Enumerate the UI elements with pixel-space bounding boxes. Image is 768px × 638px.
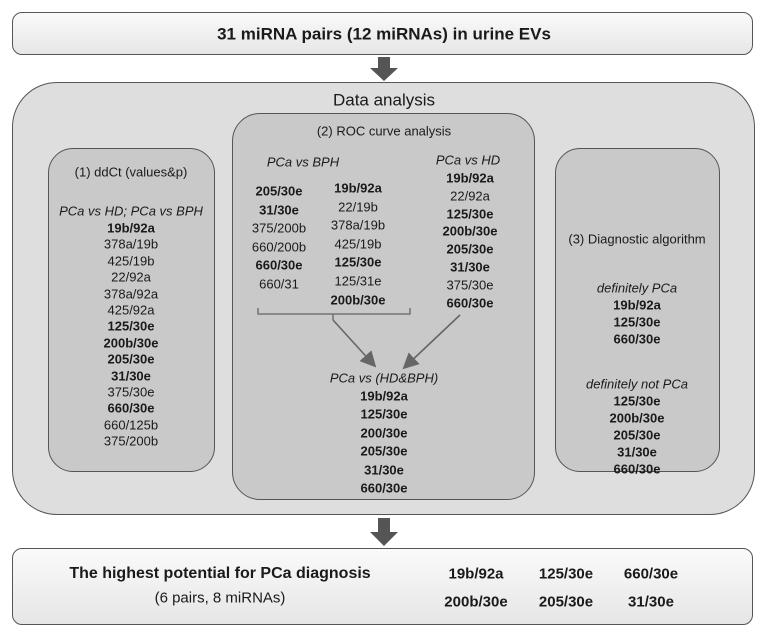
mirna-pair: 660/30e bbox=[613, 331, 661, 347]
mirna-pair: 19b/92a bbox=[446, 170, 494, 186]
mirna-pair: 19b/92a bbox=[613, 297, 661, 313]
mirna-pair: 205/30e bbox=[107, 351, 155, 367]
down-arrow bbox=[370, 57, 398, 81]
mirna-pair: 31/30e bbox=[364, 462, 404, 478]
mirna-pair: 660/31 bbox=[259, 276, 299, 292]
mirna-pair: 200b/30e bbox=[442, 223, 498, 239]
mirna-pair: 31/30e bbox=[617, 444, 657, 460]
mirna-pair: 660/125b bbox=[103, 417, 159, 433]
mirna-pair: 22/19b bbox=[338, 199, 378, 215]
mirna-pair: 205/30e bbox=[538, 593, 594, 611]
mirna-pair: 378a/92a bbox=[103, 286, 159, 302]
mirna-pair: 200b/30e bbox=[103, 335, 159, 351]
group-label: definitely PCa bbox=[596, 280, 678, 296]
down-arrow bbox=[370, 518, 398, 546]
mirna-pair: 378a/19b bbox=[103, 236, 159, 252]
arrow bbox=[402, 314, 461, 370]
mirna-pair: 125/31e bbox=[334, 273, 382, 289]
mirna-pair: 125/30e bbox=[613, 314, 661, 330]
mirna-pair: 660/30e bbox=[623, 565, 679, 583]
mirna-pair: 660/30e bbox=[360, 480, 408, 496]
mirna-pair: 200b/30e bbox=[330, 292, 386, 308]
mirna-pair: 200/30e bbox=[360, 425, 408, 441]
main-title: Data analysis bbox=[332, 90, 436, 110]
top-text: 31 miRNA pairs (12 miRNAs) in urine EVs bbox=[217, 24, 551, 44]
panel-3 bbox=[555, 148, 720, 472]
group-label: PCa vs HD bbox=[435, 152, 501, 168]
group-label: PCa vs BPH bbox=[266, 154, 340, 170]
mirna-pair: 19b/92a bbox=[107, 220, 155, 236]
mirna-pair: 425/19b bbox=[334, 236, 382, 252]
mirna-pair: 375/200b bbox=[103, 433, 159, 449]
mirna-pair: 375/30e bbox=[107, 384, 155, 400]
mirna-pair: 31/30e bbox=[111, 368, 151, 384]
mirna-pair: 375/30e bbox=[446, 277, 494, 293]
mirna-pair: 22/92a bbox=[450, 188, 490, 204]
mirna-pair: 19b/92a bbox=[360, 388, 408, 404]
mirna-pair: 205/30e bbox=[255, 183, 303, 199]
mirna-pair: 425/19b bbox=[107, 253, 155, 269]
panel-2 bbox=[232, 113, 535, 500]
mirna-pair: 200b/30e bbox=[609, 410, 665, 426]
panel-title: (2) ROC curve analysis bbox=[316, 123, 452, 139]
mirna-pair: 19b/92a bbox=[448, 565, 504, 583]
bottom-title: The highest potential for PCa diagnosis bbox=[69, 565, 371, 582]
bottom-subtitle: (6 pairs, 8 miRNAs) bbox=[154, 589, 286, 607]
mirna-pair: 31/30e bbox=[450, 259, 490, 275]
mirna-pair: 660/30e bbox=[107, 400, 155, 416]
mirna-pair: 378a/19b bbox=[330, 217, 386, 233]
arrow bbox=[332, 319, 377, 368]
mirna-pair: 31/30e bbox=[628, 593, 674, 611]
mirna-pair: 205/30e bbox=[613, 427, 661, 443]
mirna-pair: 22/92a bbox=[111, 269, 151, 285]
panel-1 bbox=[48, 148, 215, 472]
mirna-pair: 375/200b bbox=[251, 220, 307, 236]
panel-title: (3) Diagnostic algorithm bbox=[568, 231, 706, 247]
top-box bbox=[12, 12, 753, 55]
panel-subtitle: PCa vs HD; PCa vs BPH bbox=[59, 203, 203, 219]
panel-title: (1) ddCt (values&p) bbox=[74, 164, 188, 180]
mirna-pair: 125/30e bbox=[446, 206, 494, 222]
bottom-box bbox=[12, 548, 753, 625]
mirna-pair: 125/30e bbox=[107, 318, 155, 334]
mirna-pair: 31/30e bbox=[259, 202, 299, 218]
mirna-pair: 125/30e bbox=[334, 254, 382, 270]
mirna-pair: 125/30e bbox=[613, 393, 661, 409]
group-label: definitely not PCa bbox=[586, 376, 688, 392]
mirna-pair: 660/200b bbox=[251, 239, 307, 255]
mirna-pair: 425/92a bbox=[107, 302, 155, 318]
mirna-pair: 125/30e bbox=[360, 406, 408, 422]
mirna-pair: 125/30e bbox=[538, 565, 594, 583]
mirna-pair: 660/30e bbox=[255, 257, 303, 273]
group-label: PCa vs (HD&BPH) bbox=[329, 370, 439, 386]
mirna-pair: 19b/92a bbox=[334, 180, 382, 196]
mirna-pair: 205/30e bbox=[360, 443, 408, 459]
mirna-pair: 200b/30e bbox=[444, 593, 508, 611]
bracket bbox=[257, 308, 411, 320]
mirna-pair: 660/30e bbox=[446, 295, 494, 311]
mirna-pair: 205/30e bbox=[446, 241, 494, 257]
mirna-pair: 660/30e bbox=[613, 461, 661, 477]
